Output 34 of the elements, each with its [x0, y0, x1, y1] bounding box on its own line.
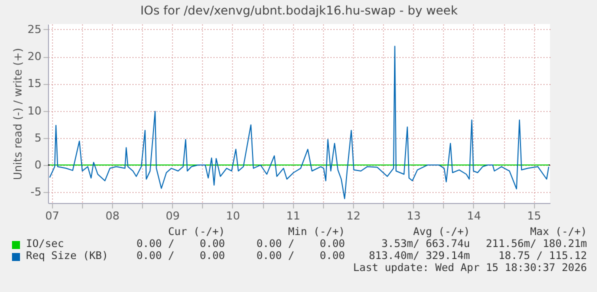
- y-tick-label: 5: [34, 131, 42, 144]
- legend-label: Req Size (KB): [26, 250, 108, 262]
- y-tick-label: 10: [28, 104, 42, 118]
- text: 0.00 / 0.00: [136, 238, 225, 250]
- text: 3.53m/ 663.74u: [381, 238, 470, 250]
- y-tick-label: 25: [28, 22, 42, 36]
- text: 18.75 / 115.12: [498, 250, 587, 262]
- y-tick-label: 0: [34, 158, 42, 172]
- x-tick-label: 13: [406, 210, 421, 222]
- x-tick-label: 07: [45, 210, 60, 222]
- legend-label: IO/sec: [26, 238, 64, 250]
- text: Min (-/+): [288, 226, 345, 238]
- chart-title: IOs for /dev/xenvg/ubnt.bodajk16.hu-swap - by week: [140, 3, 458, 18]
- line-series: [49, 46, 550, 200]
- text: 0.00 / 0.00: [136, 250, 225, 262]
- x-tick-label: 09: [166, 210, 180, 222]
- text: Last update: Wed Apr 15 18:30:37 2026: [353, 262, 587, 274]
- x-tick-label: 15: [527, 210, 542, 222]
- text: Cur (-/+): [168, 226, 225, 238]
- text: Avg (-/+): [413, 226, 470, 238]
- x-tick-label: 11: [286, 210, 300, 222]
- text: Max (-/+): [530, 226, 587, 238]
- x-tick-label: 08: [106, 210, 120, 222]
- x-tick-label: 10: [226, 210, 240, 222]
- text: 813.40m/ 329.14m: [368, 250, 470, 262]
- y-tick-label: 15: [28, 77, 42, 90]
- x-tick-label: 14: [466, 210, 481, 222]
- y-tick-label: -5: [30, 186, 42, 199]
- x-tick-label: 12: [346, 210, 360, 222]
- y-tick-label: 20: [28, 50, 42, 64]
- text: 0.00 / 0.00: [256, 250, 345, 262]
- text: 0.00 / 0.00: [256, 238, 345, 250]
- text: 211.56m/ 180.21m: [486, 238, 587, 250]
- y-axis-title: Units read (-) / write (+): [12, 48, 25, 180]
